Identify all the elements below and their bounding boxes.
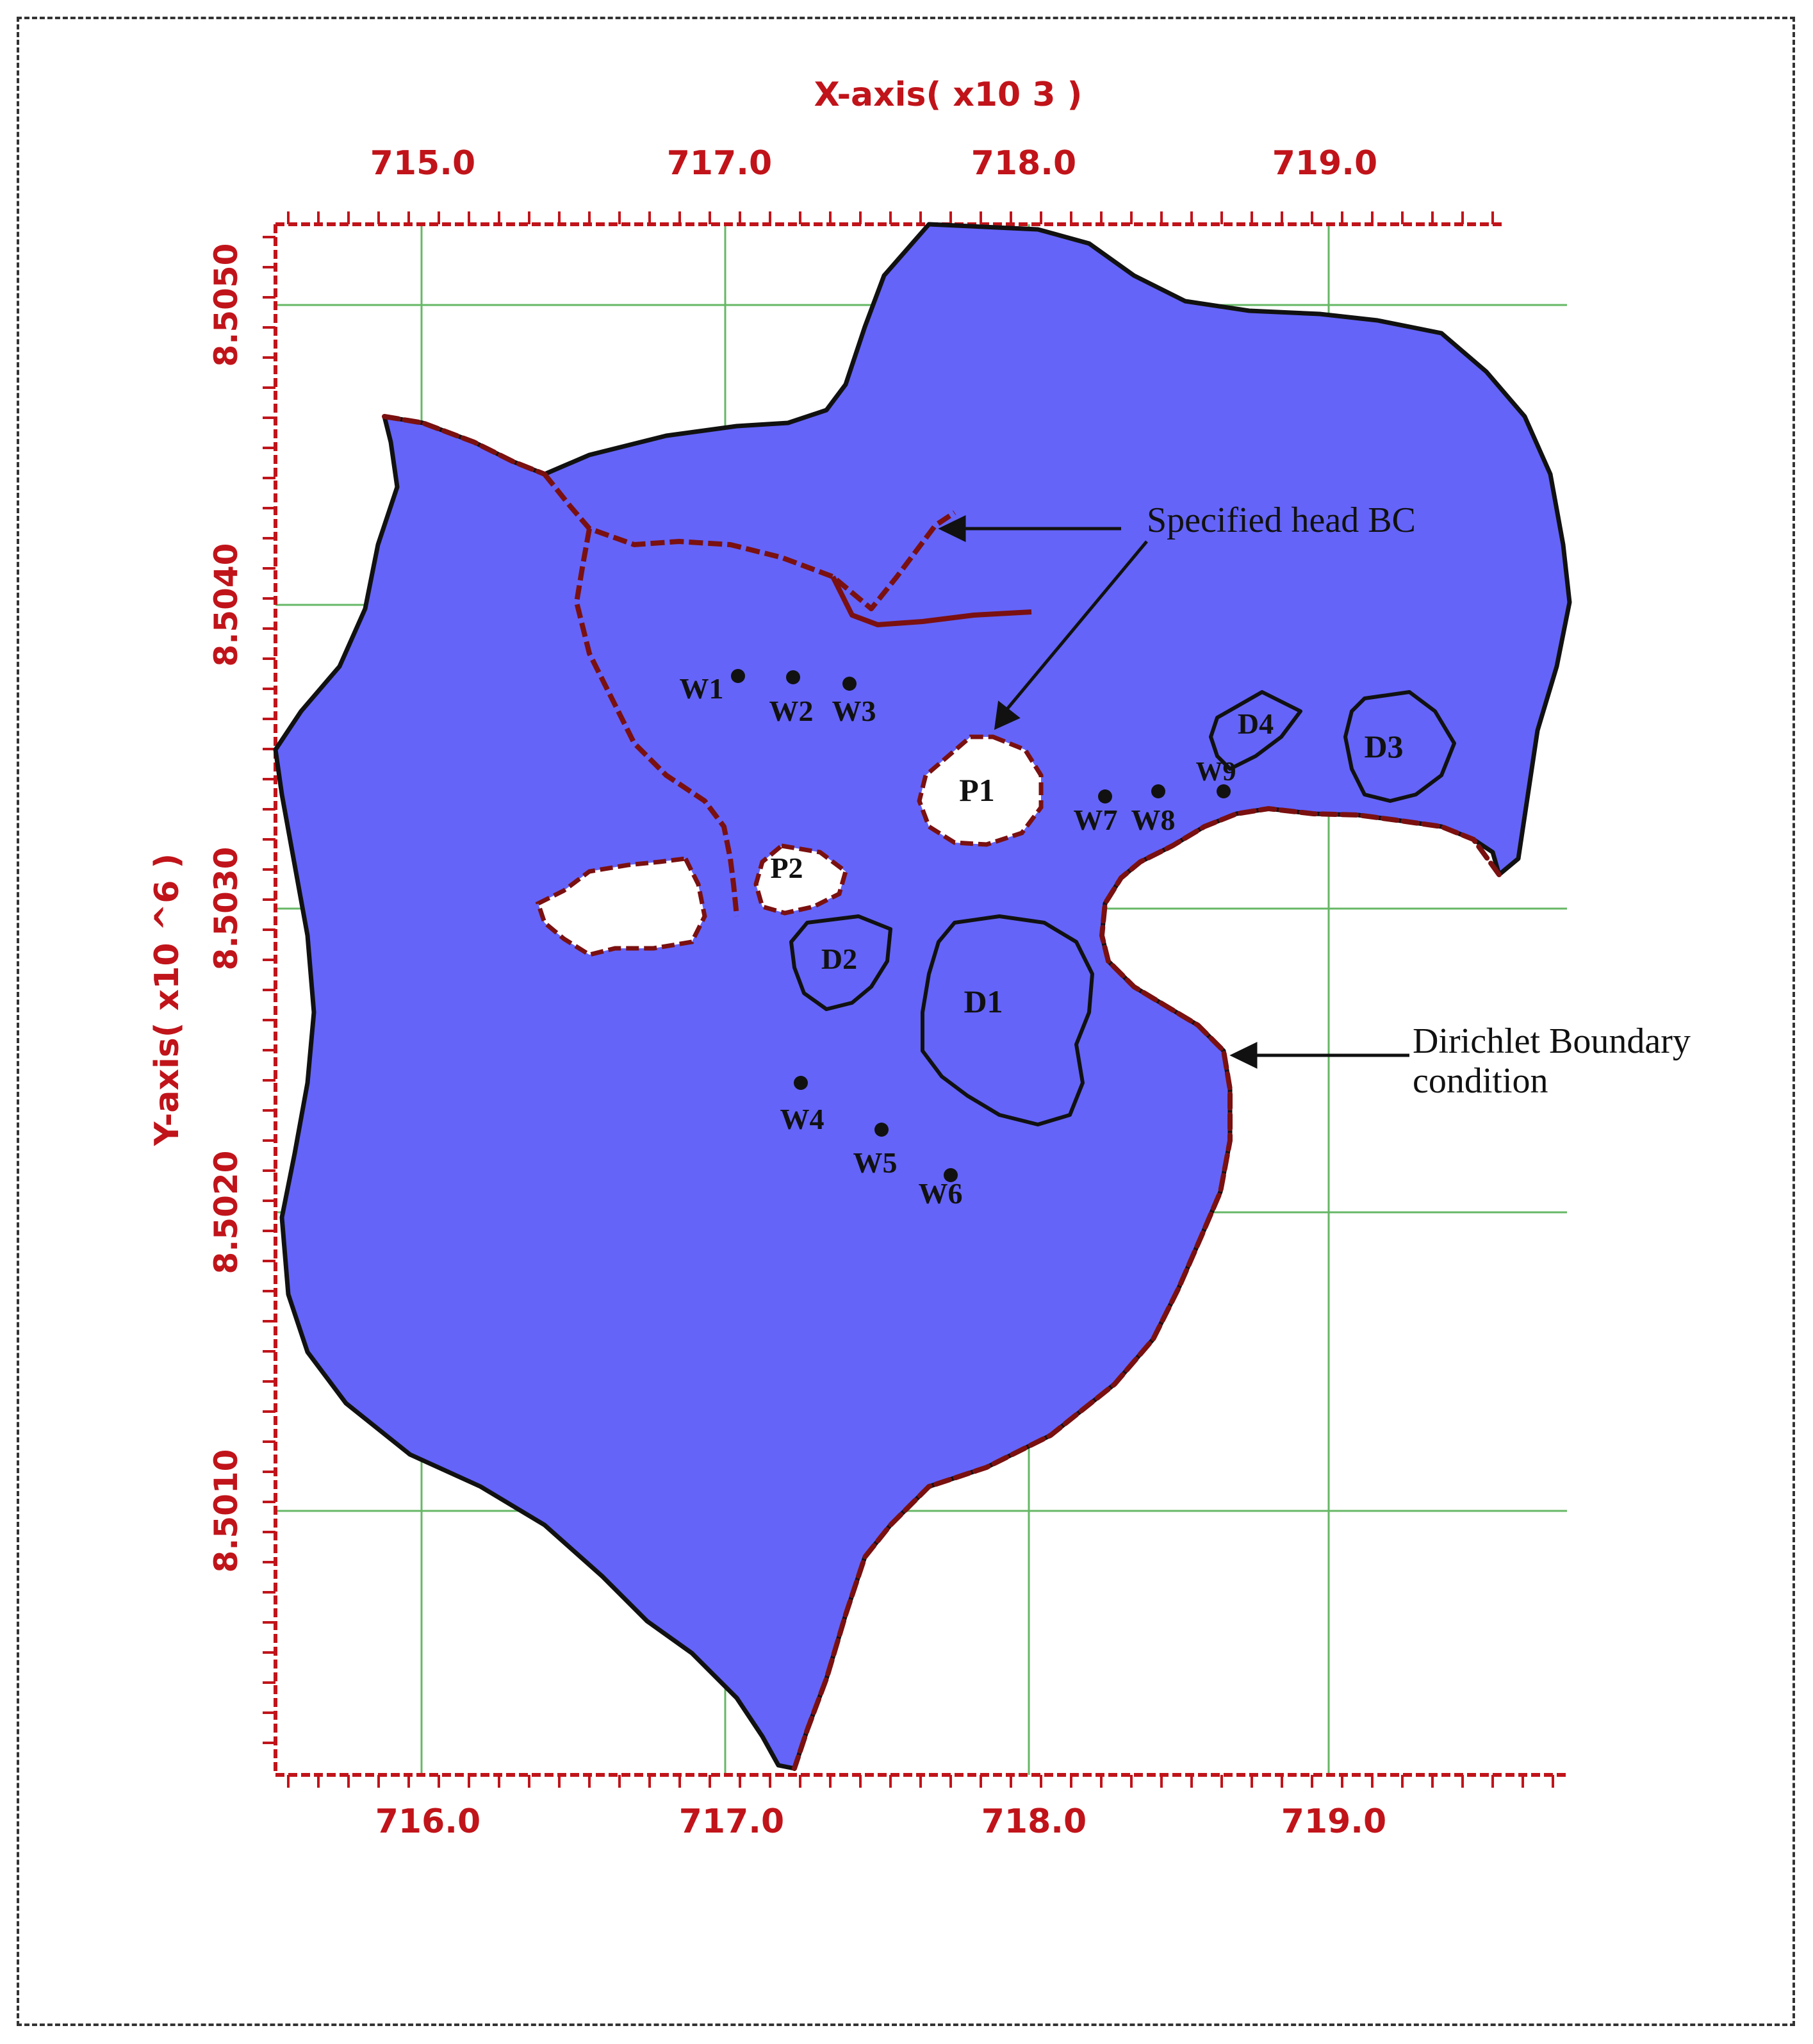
well-w3-marker xyxy=(842,677,857,691)
axis-tick-marks xyxy=(263,211,1554,1788)
well-w7-marker xyxy=(1098,789,1112,804)
well-markers xyxy=(731,669,1231,1182)
ponds xyxy=(535,734,1044,957)
x-tick-bottom-4: 719.0 xyxy=(1281,1802,1386,1841)
y-tick-4: 8.5020 xyxy=(208,1151,245,1274)
well-w2-label: W2 xyxy=(769,695,814,727)
dirichlet-boundary-east xyxy=(792,805,1502,1771)
pond-p1-label: P1 xyxy=(959,772,995,808)
dirichlet-arrowhead xyxy=(1229,1042,1258,1069)
well-w6-marker xyxy=(944,1168,958,1182)
drain-d1-label: D1 xyxy=(964,984,1003,1019)
well-w4-marker xyxy=(794,1076,808,1090)
well-w3-label: W3 xyxy=(832,695,876,727)
x-tick-top-3: 718.0 xyxy=(971,144,1076,183)
well-w9-label: W9 xyxy=(1196,757,1236,787)
well-w8-marker xyxy=(1151,784,1165,798)
pond-p2-label: P2 xyxy=(770,852,803,884)
x-tick-top-1: 715.0 xyxy=(370,144,475,183)
well-w4-label: W4 xyxy=(780,1103,824,1135)
river-lines xyxy=(542,472,1032,917)
specified-head-leader-arrowhead xyxy=(994,700,1021,730)
drain-d4-shape xyxy=(1209,690,1302,771)
well-w5-marker xyxy=(874,1123,889,1137)
x-tick-bottom-2: 717.0 xyxy=(679,1802,784,1841)
well-w6-label: W6 xyxy=(919,1177,963,1210)
specified-head-label: Specified head BC xyxy=(1147,500,1416,540)
well-w5-label: W5 xyxy=(853,1146,898,1179)
specified-head-arrowhead xyxy=(938,515,966,542)
well-w2-marker xyxy=(786,670,800,684)
figure-frame xyxy=(17,17,1795,2026)
y-tick-5: 8.5010 xyxy=(208,1449,245,1573)
specified-head-leader-line xyxy=(1001,540,1148,716)
river-tributary xyxy=(574,528,739,917)
well-w9-marker xyxy=(1217,784,1231,798)
y-tick-1: 8.5050 xyxy=(208,243,245,367)
lake-west-shape xyxy=(535,856,707,957)
y-axis-title: Y-axis( x10 ^6 ) xyxy=(148,853,186,1147)
well-w8-label: W8 xyxy=(1131,804,1176,836)
well-w7-label: W7 xyxy=(1074,804,1118,836)
drain-d3-shape xyxy=(1343,690,1456,803)
x-tick-top-4: 719.0 xyxy=(1272,144,1377,183)
well-w1-label: W1 xyxy=(680,672,724,705)
y-tick-3: 8.5030 xyxy=(208,847,245,971)
drain-d2-label: D2 xyxy=(821,943,857,975)
x-axis-title: X-axis( x10 3 ) xyxy=(814,76,1083,114)
x-tick-top-2: 717.0 xyxy=(667,144,772,183)
drain-d1-shape xyxy=(921,914,1094,1126)
dirichlet-boundaries xyxy=(382,414,1502,1771)
pond-p1-shape xyxy=(917,734,1044,847)
drain-d4-label: D4 xyxy=(1238,707,1274,740)
dirichlet-label-line2: condition xyxy=(1413,1061,1548,1101)
dirichlet-boundary-northwest xyxy=(382,414,547,477)
drain-d3-label: D3 xyxy=(1364,729,1403,764)
x-tick-bottom-3: 718.0 xyxy=(981,1802,1087,1841)
drain-d2-shape xyxy=(789,914,892,1011)
y-tick-2: 8.5040 xyxy=(208,543,245,667)
model-domain xyxy=(273,222,1572,1771)
river-branch xyxy=(830,575,1032,627)
x-tick-bottom-1: 716.0 xyxy=(375,1802,480,1841)
well-w1-marker xyxy=(731,669,745,683)
dirichlet-label-line1: Dirichlet Boundary xyxy=(1413,1021,1691,1061)
pond-p2-shape xyxy=(753,843,849,916)
drains xyxy=(789,690,1456,1126)
annotation-arrows xyxy=(938,515,1409,1069)
